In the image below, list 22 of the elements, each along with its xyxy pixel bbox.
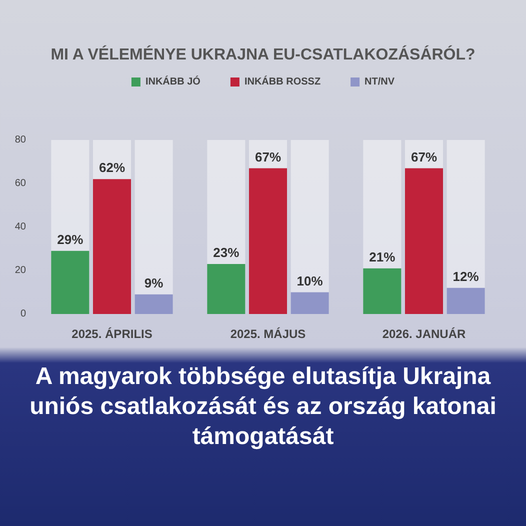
data-label: 9% (144, 275, 164, 290)
legend-label: NT/NV (364, 76, 395, 88)
x-tick-label: 2025. MÁJUS (230, 327, 306, 341)
data-label: 29% (57, 232, 84, 247)
text: A magyarok többsége elutasítja Ukrajna uniós csatlakozását és az ország katonai támogatását (28, 362, 498, 452)
y-tick-label: 40 (14, 222, 26, 232)
chart-title: MI A VÉLEMÉNYE UKRAJNA EU-CSATLAKOZÁSÁRÓL? (50, 44, 476, 64)
x-tick-label: 2025. ÁPRILIS (72, 327, 152, 341)
data-label: 67% (410, 149, 438, 164)
y-tick-label: 20 (14, 265, 26, 276)
y-tick-label: 80 (14, 134, 26, 146)
data-label: 23% (213, 244, 240, 260)
data-label: 67% (254, 149, 282, 164)
data-label: 21% (369, 249, 396, 264)
legend-label: INKÁBB JÓ (145, 76, 201, 88)
data-label: 12% (452, 268, 480, 284)
data-label: 10% (296, 273, 324, 288)
legend-label: INKÁBB ROSSZ (244, 76, 321, 88)
y-tick-label: 0 (20, 308, 26, 320)
x-tick-label: 2026. JANUÁR (382, 327, 466, 341)
data-label: 62% (98, 160, 126, 176)
y-tick-label: 60 (14, 178, 26, 189)
